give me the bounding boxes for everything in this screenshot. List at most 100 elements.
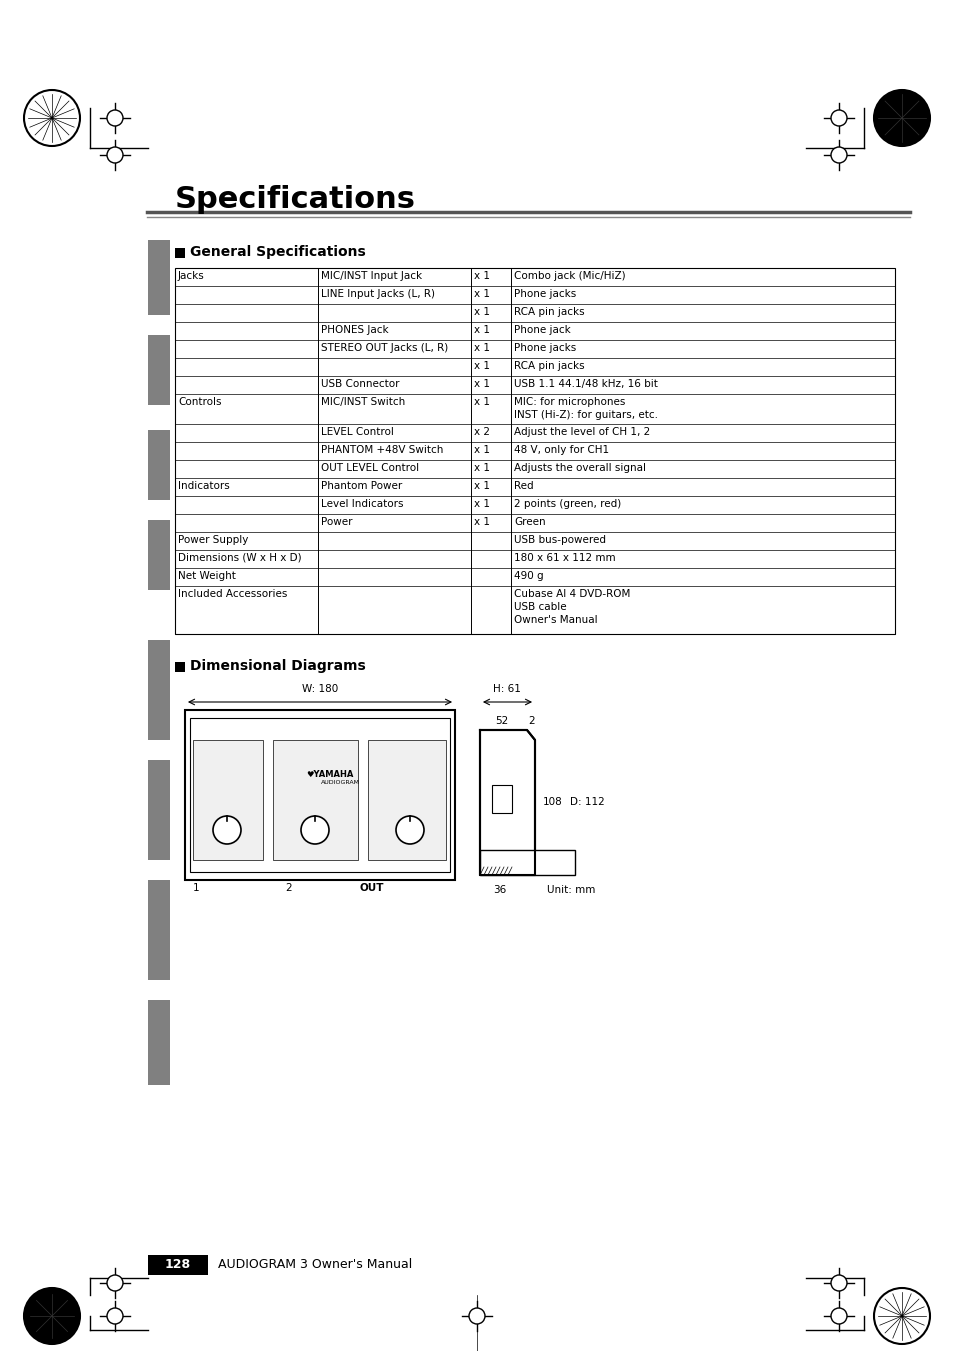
Text: Power: Power (320, 517, 352, 527)
Text: x 1: x 1 (474, 380, 490, 389)
Text: Specifications: Specifications (174, 185, 416, 213)
Bar (148, 761, 170, 861)
Circle shape (107, 147, 123, 163)
Bar (174, 249, 185, 258)
Text: H: 61: H: 61 (493, 684, 520, 694)
Text: Phantom Power: Phantom Power (320, 481, 402, 490)
Circle shape (24, 1288, 80, 1344)
Bar (148, 1000, 170, 1085)
Text: x 1: x 1 (474, 343, 490, 353)
Circle shape (301, 816, 329, 844)
Bar (190, 717, 450, 871)
Bar (368, 740, 446, 861)
Text: 52: 52 (495, 716, 508, 725)
Circle shape (830, 109, 846, 126)
Text: MIC: for microphones
INST (Hi-Z): for guitars, etc.: MIC: for microphones INST (Hi-Z): for gu… (514, 397, 658, 420)
Text: Red: Red (514, 481, 533, 490)
Text: RCA pin jacks: RCA pin jacks (514, 361, 584, 372)
Text: PHANTOM +48V Switch: PHANTOM +48V Switch (320, 444, 443, 455)
Bar (174, 662, 185, 671)
Text: x 1: x 1 (474, 361, 490, 372)
Circle shape (873, 91, 929, 146)
Text: OUT: OUT (359, 884, 384, 893)
Text: x 1: x 1 (474, 289, 490, 299)
Text: Green: Green (514, 517, 545, 527)
Text: Controls: Controls (178, 397, 221, 407)
Text: 48 V, only for CH1: 48 V, only for CH1 (514, 444, 608, 455)
Circle shape (830, 1275, 846, 1292)
Text: LINE Input Jacks (L, R): LINE Input Jacks (L, R) (320, 289, 435, 299)
Text: Phone jack: Phone jack (514, 326, 570, 335)
Text: Jacks: Jacks (178, 272, 205, 281)
Text: Unit: mm: Unit: mm (546, 885, 595, 894)
Circle shape (107, 1308, 123, 1324)
Polygon shape (479, 730, 535, 875)
Circle shape (107, 109, 123, 126)
Bar (193, 740, 263, 861)
Text: Phone jacks: Phone jacks (514, 343, 576, 353)
Text: ♥YAMAHA: ♥YAMAHA (306, 770, 354, 780)
Text: x 1: x 1 (474, 481, 490, 490)
Circle shape (469, 1308, 484, 1324)
Text: PHONES Jack: PHONES Jack (320, 326, 388, 335)
Text: USB bus-powered: USB bus-powered (514, 535, 605, 544)
Text: x 1: x 1 (474, 326, 490, 335)
Bar (148, 520, 170, 590)
Text: x 1: x 1 (474, 499, 490, 509)
Text: MIC/INST Input Jack: MIC/INST Input Jack (320, 272, 421, 281)
Text: USB 1.1 44.1/48 kHz, 16 bit: USB 1.1 44.1/48 kHz, 16 bit (514, 380, 658, 389)
Text: 36: 36 (493, 885, 506, 894)
Text: AUDIOGRAM 3 Owner's Manual: AUDIOGRAM 3 Owner's Manual (218, 1258, 412, 1271)
Text: LEVEL Control: LEVEL Control (320, 427, 394, 436)
Text: Indicators: Indicators (178, 481, 230, 490)
Text: 1: 1 (193, 884, 199, 893)
Bar (174, 267, 894, 634)
Text: x 1: x 1 (474, 397, 490, 407)
Circle shape (830, 1308, 846, 1324)
Text: W: 180: W: 180 (301, 684, 337, 694)
Circle shape (830, 147, 846, 163)
Text: 108: 108 (542, 797, 562, 807)
Bar (148, 240, 170, 315)
Text: STEREO OUT Jacks (L, R): STEREO OUT Jacks (L, R) (320, 343, 448, 353)
Text: Combo jack (Mic/HiZ): Combo jack (Mic/HiZ) (514, 272, 625, 281)
Bar (148, 430, 170, 500)
Circle shape (107, 1275, 123, 1292)
Text: MIC/INST Switch: MIC/INST Switch (320, 397, 405, 407)
Bar (479, 850, 575, 875)
Text: USB Connector: USB Connector (320, 380, 399, 389)
Bar (148, 640, 170, 740)
Text: Dimensions (W x H x D): Dimensions (W x H x D) (178, 553, 301, 563)
Circle shape (213, 816, 241, 844)
Text: Adjusts the overall signal: Adjusts the overall signal (514, 463, 645, 473)
Text: x 1: x 1 (474, 444, 490, 455)
Text: x 1: x 1 (474, 517, 490, 527)
Text: Phone jacks: Phone jacks (514, 289, 576, 299)
Text: 2: 2 (285, 884, 292, 893)
Text: Power Supply: Power Supply (178, 535, 248, 544)
Text: 2 points (green, red): 2 points (green, red) (514, 499, 620, 509)
Bar (185, 711, 455, 880)
Circle shape (873, 1288, 929, 1344)
Text: Cubase AI 4 DVD-ROM
USB cable
Owner's Manual: Cubase AI 4 DVD-ROM USB cable Owner's Ma… (514, 589, 630, 626)
Text: 180 x 61 x 112 mm: 180 x 61 x 112 mm (514, 553, 615, 563)
Circle shape (24, 91, 80, 146)
Text: Net Weight: Net Weight (178, 571, 235, 581)
Text: RCA pin jacks: RCA pin jacks (514, 307, 584, 317)
Text: x 1: x 1 (474, 307, 490, 317)
Bar (492, 785, 512, 813)
Text: Level Indicators: Level Indicators (320, 499, 403, 509)
Text: Dimensional Diagrams: Dimensional Diagrams (190, 659, 365, 673)
Text: D: 112: D: 112 (569, 797, 604, 807)
Text: 2: 2 (528, 716, 535, 725)
Bar (148, 1255, 208, 1275)
Text: 490 g: 490 g (514, 571, 543, 581)
Circle shape (395, 816, 423, 844)
Text: Adjust the level of CH 1, 2: Adjust the level of CH 1, 2 (514, 427, 650, 436)
Text: OUT LEVEL Control: OUT LEVEL Control (320, 463, 418, 473)
Bar (273, 740, 357, 861)
Bar (148, 880, 170, 979)
Text: General Specifications: General Specifications (190, 245, 365, 259)
Text: x 1: x 1 (474, 463, 490, 473)
Text: AUDIOGRAM: AUDIOGRAM (320, 780, 359, 785)
